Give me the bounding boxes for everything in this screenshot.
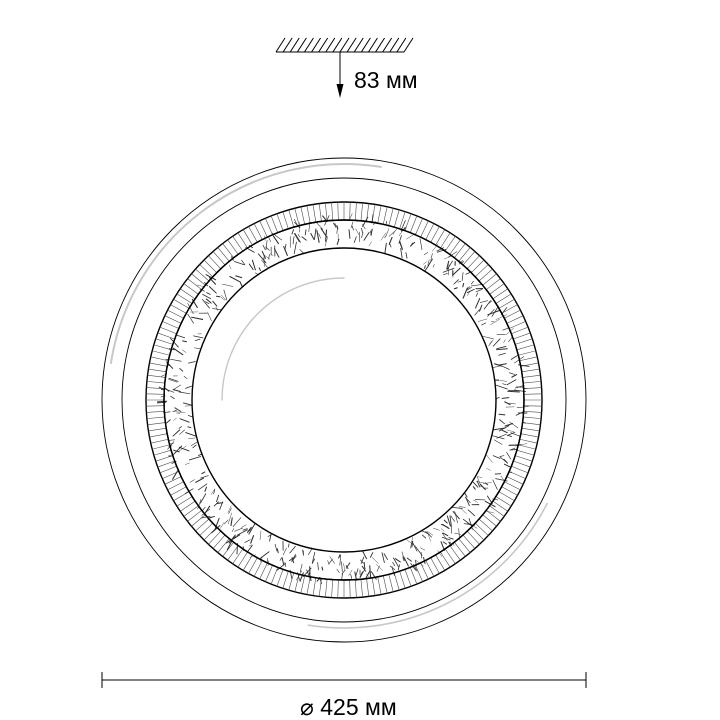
knurled-ring bbox=[146, 202, 542, 598]
diameter-dimension: ⌀ 425 мм bbox=[102, 672, 586, 720]
drop-dimension-text: 83 мм bbox=[354, 67, 418, 93]
ceiling-hatch bbox=[276, 38, 413, 52]
drop-dimension: 83 мм bbox=[337, 52, 418, 98]
diameter-dimension-text: ⌀ 425 мм bbox=[300, 694, 397, 720]
fixture-diagram bbox=[102, 158, 586, 642]
